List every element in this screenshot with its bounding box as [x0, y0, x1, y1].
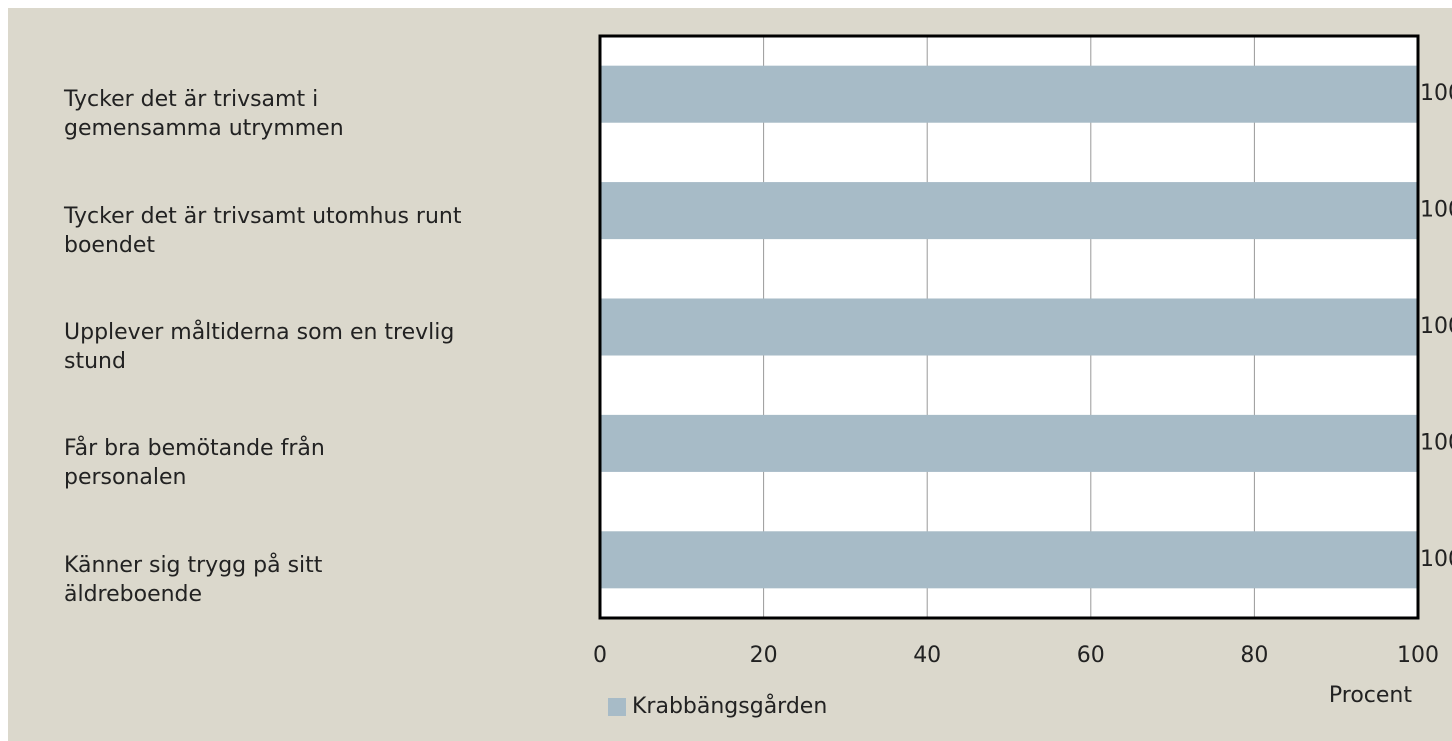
data-label: 100	[1420, 81, 1452, 106]
x-axis-title: Procent	[1329, 683, 1412, 708]
x-tick-label: 0	[593, 643, 607, 668]
data-label: 100	[1420, 314, 1452, 339]
legend-label: Krabbängsgården	[632, 693, 827, 719]
y-tick-label: Känner sig trygg på sitt äldreboende	[64, 552, 323, 607]
x-tick-label: 20	[750, 643, 778, 668]
y-tick-label: Upplever måltiderna som en trevlig stund	[64, 320, 455, 374]
legend-swatch	[608, 698, 626, 716]
data-label: 100	[1420, 547, 1452, 572]
x-tick-label: 40	[913, 643, 941, 668]
data-label: 100	[1420, 198, 1452, 223]
bar	[600, 414, 1418, 472]
bar	[600, 298, 1418, 356]
bar	[600, 65, 1418, 123]
bar	[600, 182, 1418, 240]
plot-border	[598, 34, 1420, 620]
x-tick-label: 100	[1397, 643, 1439, 668]
x-tick-label: 60	[1077, 643, 1105, 668]
bar	[600, 531, 1418, 589]
data-label: 100	[1420, 430, 1452, 455]
x-tick-label: 80	[1240, 643, 1268, 668]
y-tick-label: Får bra bemötande från personalen	[64, 436, 325, 491]
y-tick-label: Tycker det är trivsamt i gemensamma utry…	[64, 87, 344, 142]
y-tick-label: Tycker det är trivsamt utomhus runt boen…	[64, 203, 462, 258]
